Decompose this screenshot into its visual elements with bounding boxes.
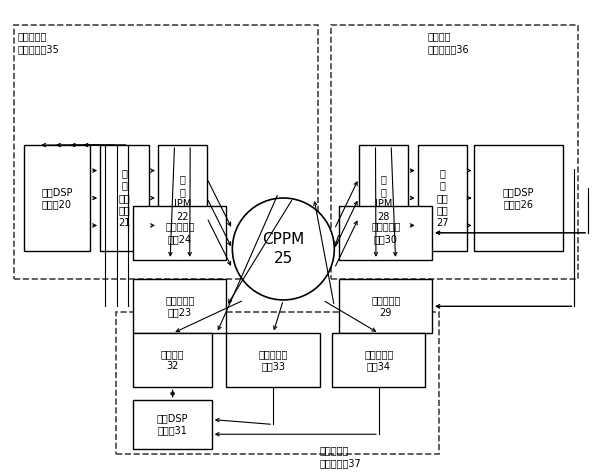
- Text: 第
一
IPM
22: 第 一 IPM 22: [173, 174, 191, 221]
- Text: 径向悬浮力
控制子系统35: 径向悬浮力 控制子系统35: [17, 31, 59, 55]
- Bar: [332, 333, 425, 387]
- Text: 第二电流传
感器30: 第二电流传 感器30: [371, 221, 400, 244]
- Text: 第二位移传
感器33: 第二位移传 感器33: [259, 349, 288, 371]
- Text: 光电编码器
29: 光电编码器 29: [371, 295, 400, 318]
- Bar: [418, 145, 467, 251]
- Text: 第
二
光耦
隔离
27: 第 二 光耦 隔离 27: [436, 168, 448, 228]
- Bar: [331, 25, 578, 279]
- Bar: [100, 145, 149, 251]
- Text: 第一DSP
控制器20: 第一DSP 控制器20: [41, 187, 73, 209]
- Text: 开关功放
32: 开关功放 32: [161, 349, 184, 371]
- Text: CPPM
25: CPPM 25: [262, 232, 304, 266]
- Bar: [23, 145, 90, 251]
- Text: 第
一
光耦
隔离
21: 第 一 光耦 隔离 21: [118, 168, 131, 228]
- Bar: [14, 25, 317, 279]
- Bar: [133, 279, 226, 333]
- Text: 第三DSP
控制器31: 第三DSP 控制器31: [157, 413, 188, 436]
- Bar: [133, 400, 212, 449]
- Text: 电磁转矩
控制子系统36: 电磁转矩 控制子系统36: [427, 31, 469, 55]
- Bar: [339, 279, 433, 333]
- Bar: [475, 145, 563, 251]
- Text: 第三电流传
感器34: 第三电流传 感器34: [364, 349, 394, 371]
- Bar: [133, 333, 212, 387]
- Bar: [359, 145, 408, 251]
- Bar: [226, 333, 320, 387]
- Bar: [158, 145, 207, 251]
- Bar: [116, 312, 439, 454]
- Text: 第二DSP
控制器26: 第二DSP 控制器26: [503, 187, 535, 209]
- Text: 第一位移传
感器23: 第一位移传 感器23: [165, 295, 194, 318]
- Text: 轴向悬浮力
控制子系统37: 轴向悬浮力 控制子系统37: [320, 445, 361, 468]
- Bar: [133, 206, 226, 260]
- Text: 第一电流传
感器24: 第一电流传 感器24: [165, 221, 194, 244]
- Text: 第
二
IPM
28: 第 二 IPM 28: [374, 174, 392, 221]
- Ellipse shape: [232, 198, 334, 300]
- Bar: [339, 206, 433, 260]
